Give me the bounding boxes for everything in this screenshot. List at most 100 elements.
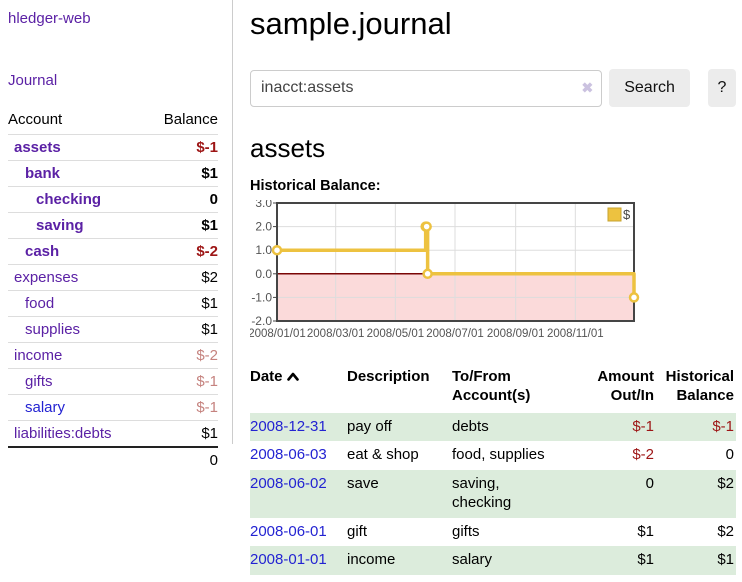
transaction-date-link[interactable]: 2008-01-01 xyxy=(250,551,327,569)
account-link[interactable]: checking xyxy=(36,191,102,208)
y-axis-tick-label: -2.0 xyxy=(251,314,272,328)
account-row: supplies $1 xyxy=(8,316,218,342)
transaction-balance: $2 xyxy=(717,475,734,492)
transaction-description: income xyxy=(347,551,396,569)
transaction-date-link[interactable]: 2008-12-31 xyxy=(250,417,327,435)
register-header-row: Date Description To/From Account(s) Amou… xyxy=(250,365,736,413)
account-heading: assets xyxy=(250,133,326,163)
x-axis-tick-label: 2008/07/01 xyxy=(426,328,484,340)
account-balance: $1 xyxy=(201,295,218,312)
main-content: sample.journal ✖ Search ? assets Histori… xyxy=(248,0,736,575)
account-balance: $-2 xyxy=(196,347,218,364)
account-row: gifts $-1 xyxy=(8,368,218,394)
account-link[interactable]: supplies xyxy=(25,321,81,338)
account-row: bank $1 xyxy=(8,160,218,186)
account-row: income $-2 xyxy=(8,342,218,368)
x-axis-tick-label: 2008/03/01 xyxy=(307,328,365,340)
search-button[interactable]: Search xyxy=(609,69,690,107)
account-link[interactable]: liabilities:debts xyxy=(14,425,112,442)
help-button[interactable]: ? xyxy=(707,69,736,107)
account-link[interactable]: food xyxy=(25,295,55,312)
account-link[interactable]: income xyxy=(14,347,63,364)
page-title: sample.journal xyxy=(250,6,452,41)
transaction-description: eat & shop xyxy=(347,446,419,464)
transaction-date-cell: 2008-01-01 xyxy=(250,546,347,575)
account-link[interactable]: assets xyxy=(14,139,61,156)
register-header-date[interactable]: Date xyxy=(250,365,347,413)
register-table: Date Description To/From Account(s) Amou… xyxy=(250,365,736,575)
transaction-balance: $2 xyxy=(717,522,734,540)
register-header-accounts: To/From Account(s) xyxy=(452,368,531,404)
register-header-amount: Amount Out/In xyxy=(597,368,654,404)
transaction-date-cell: 2008-06-03 xyxy=(250,441,347,470)
app-title-link[interactable]: hledger-web xyxy=(8,10,91,27)
account-link[interactable]: salary xyxy=(25,399,66,416)
transaction-date-link[interactable]: 2008-06-02 xyxy=(250,475,327,492)
transaction-description: gift xyxy=(347,522,368,540)
search-input[interactable] xyxy=(250,69,603,107)
account-link[interactable]: cash xyxy=(25,243,60,260)
account-balance: $-1 xyxy=(196,399,218,416)
transaction-date-cell: 2008-06-01 xyxy=(250,518,347,547)
chart-title: Historical Balance: xyxy=(250,178,381,194)
transaction-row: 2008-06-01 gift gifts $1 $2 xyxy=(250,518,736,547)
accounts-table-header: Account Balance xyxy=(8,109,218,134)
transaction-accounts: food, supplies xyxy=(452,446,545,464)
transaction-amount: $1 xyxy=(637,551,654,569)
transaction-row: 2008-12-31 pay off debts $-1 $-1 xyxy=(250,412,736,442)
transaction-balance: 0 xyxy=(725,446,734,464)
historical-balance-chart: $3.0 2.0 1.0 0.0 -1.0 -2.0 2008/01/01 2008/03/0… xyxy=(248,196,736,347)
accounts-rows: assets $-1 bank $1 checking 0 saving $1 cash $-2 e… xyxy=(8,134,218,446)
x-axis-tick-label: 2008/09/01 xyxy=(487,328,545,340)
search-box: ✖ xyxy=(250,69,603,107)
account-balance: 0 xyxy=(209,191,218,208)
x-axis-tick-label: 2008/01/01 xyxy=(250,328,306,340)
y-axis-tick-label: -1.0 xyxy=(251,290,272,304)
transaction-accounts: saving, checking xyxy=(452,475,512,511)
transaction-date-link[interactable]: 2008-06-01 xyxy=(250,522,327,540)
search-bar: ✖ Search ? xyxy=(250,69,736,107)
account-balance: $1 xyxy=(201,425,218,442)
account-row: liabilities:debts $1 xyxy=(8,420,218,446)
sort-ascending-icon xyxy=(286,372,299,381)
accounts-header-balance: Balance xyxy=(163,111,218,128)
transaction-description: pay off xyxy=(347,417,392,435)
data-point-marker xyxy=(421,221,432,232)
account-link[interactable]: saving xyxy=(36,217,84,234)
account-balance: $1 xyxy=(201,217,218,234)
transaction-balance: $-1 xyxy=(712,417,734,435)
account-link[interactable]: gifts xyxy=(25,373,53,390)
account-balance: $1 xyxy=(201,321,218,338)
clear-search-icon[interactable]: ✖ xyxy=(581,79,594,96)
register-header-description: Description xyxy=(347,368,430,385)
register-rows: 2008-12-31 pay off debts $-1 $-1 2008-06-03 ea… xyxy=(250,412,736,575)
account-balance: $-1 xyxy=(196,139,218,156)
transaction-amount: 0 xyxy=(645,475,654,492)
account-link[interactable]: bank xyxy=(25,165,61,182)
account-row: checking 0 xyxy=(8,186,218,212)
account-row: saving $1 xyxy=(8,212,218,238)
legend-swatch xyxy=(607,207,622,222)
account-balance: $-1 xyxy=(196,373,218,390)
account-row: cash $-2 xyxy=(8,238,218,264)
y-axis-tick-label: 0.0 xyxy=(255,267,272,281)
account-link[interactable]: expenses xyxy=(14,269,79,286)
y-axis-tick-label: 1.0 xyxy=(255,243,272,257)
transaction-amount: $1 xyxy=(637,522,654,540)
account-row: assets $-1 xyxy=(8,134,218,160)
sidebar: hledger-web Journal Account Balance asse… xyxy=(0,0,233,469)
x-axis-tick-label: 2008/11/01 xyxy=(547,328,604,340)
transaction-accounts: gifts xyxy=(452,522,480,540)
y-axis-tick-label: 2.0 xyxy=(255,220,272,234)
register-header-balance: Historical Balance xyxy=(665,368,734,404)
transaction-date-cell: 2008-12-31 xyxy=(250,413,347,442)
legend-label: $ xyxy=(623,207,631,222)
transaction-date-link[interactable]: 2008-06-03 xyxy=(250,446,327,464)
y-axis-tick-label: 3.0 xyxy=(255,200,272,210)
transaction-balance: $1 xyxy=(717,551,734,569)
sidebar-item-journal[interactable]: Journal xyxy=(8,72,58,89)
data-point-marker xyxy=(628,292,640,303)
transaction-accounts: debts xyxy=(452,417,489,435)
account-balance: $-2 xyxy=(196,243,218,260)
